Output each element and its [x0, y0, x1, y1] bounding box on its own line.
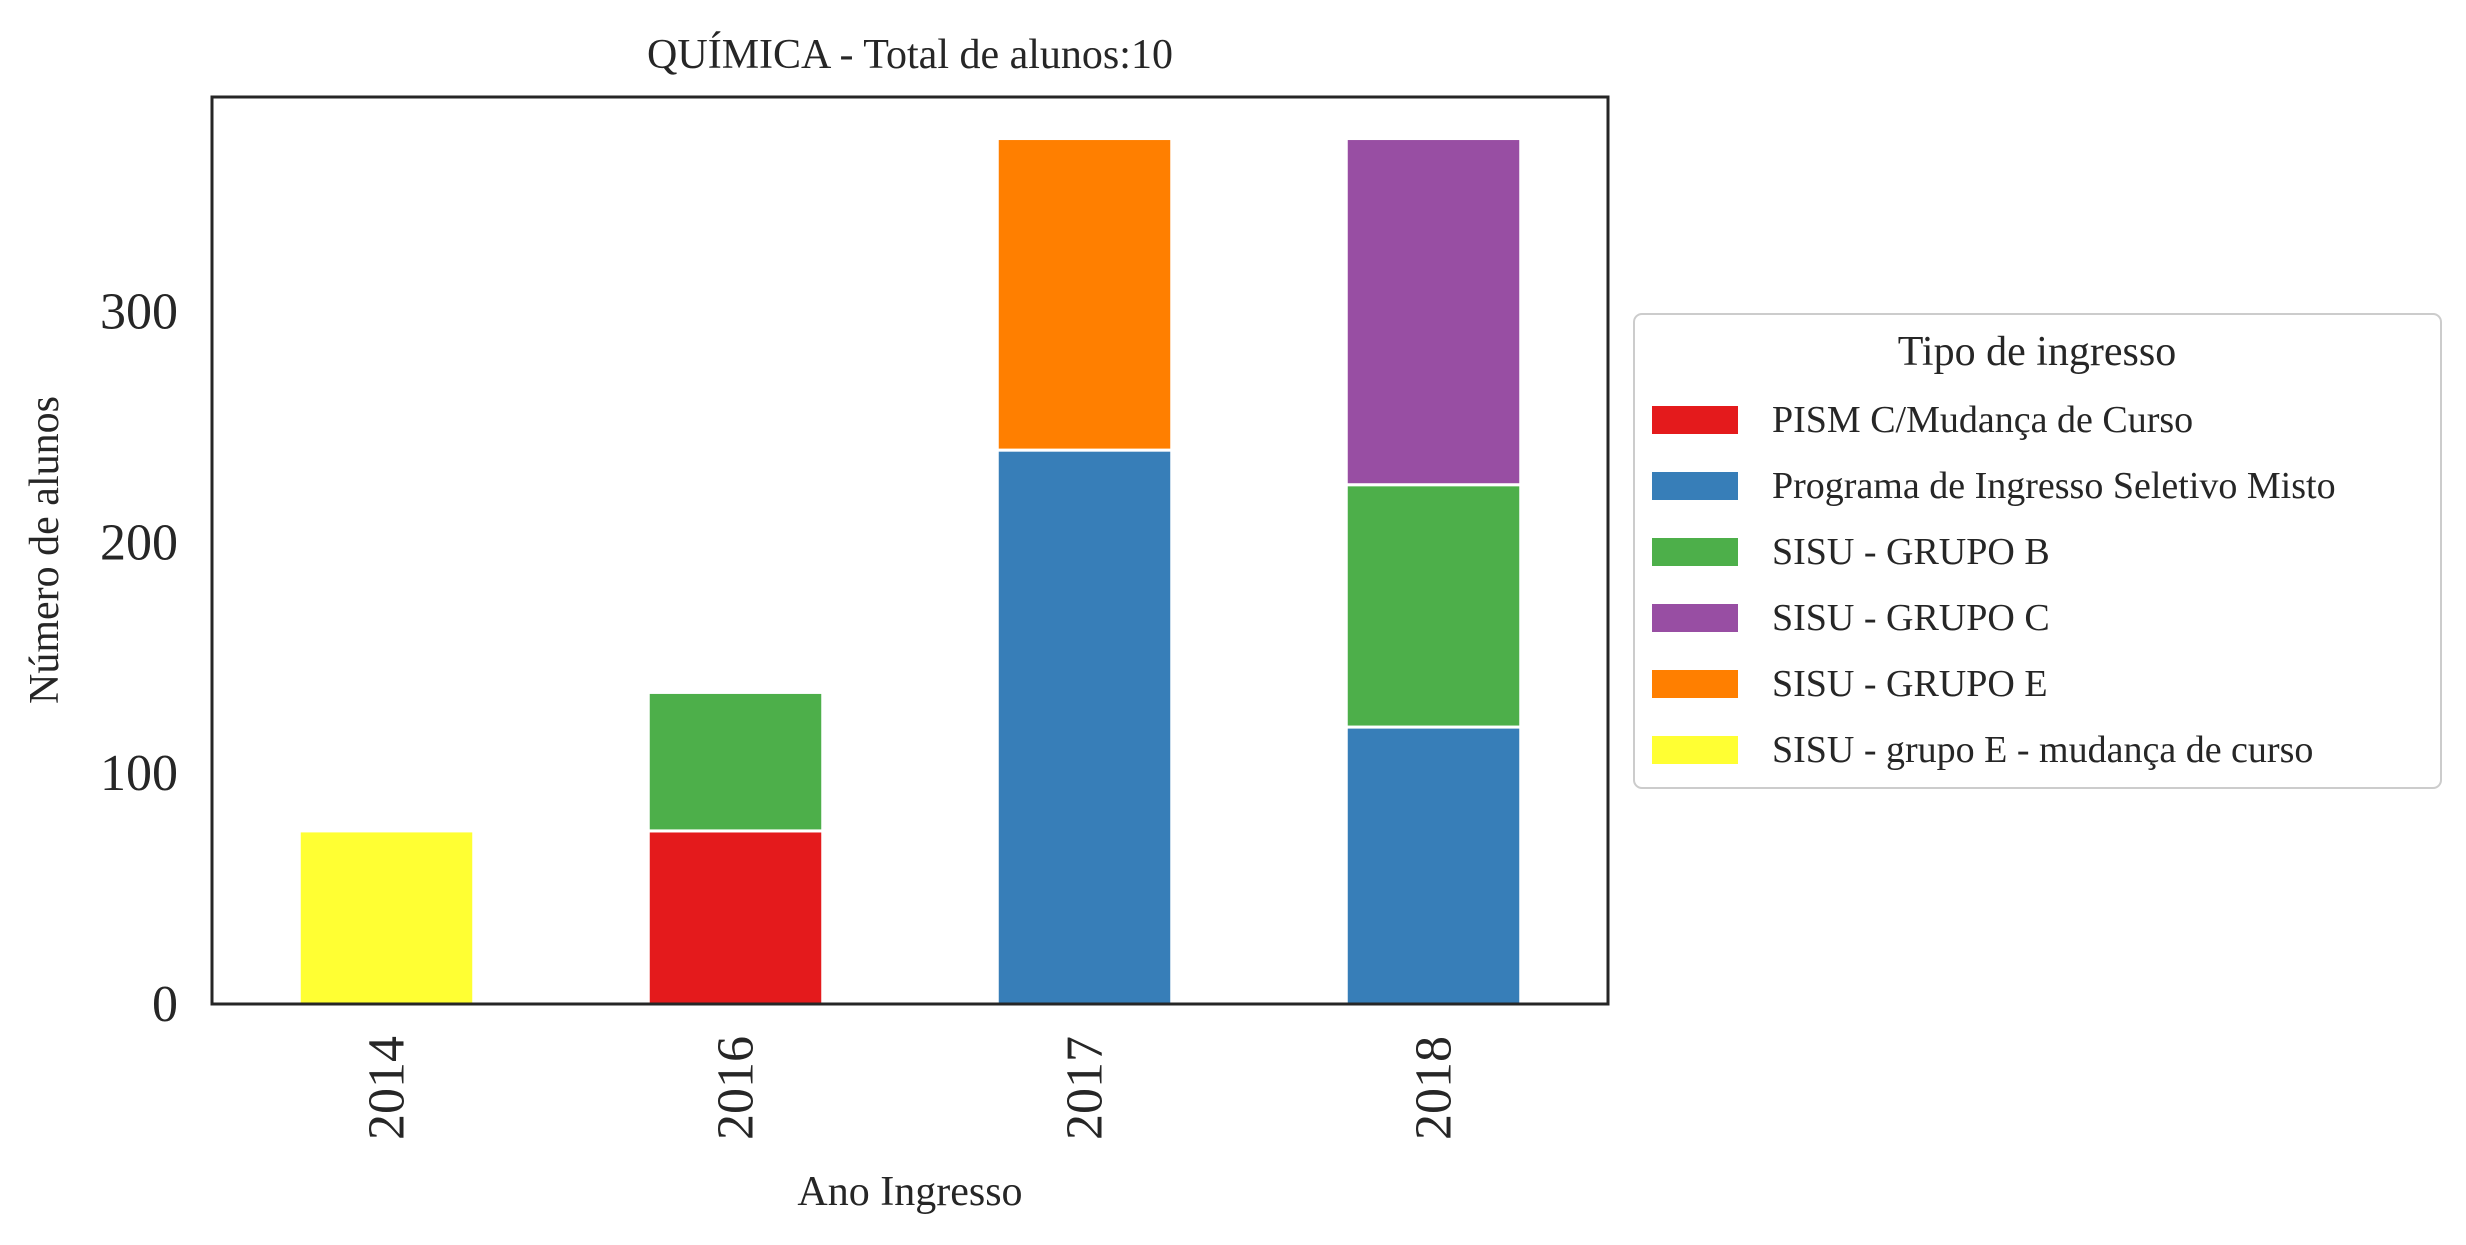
- bar-segment: [646, 829, 825, 1006]
- legend-items: PISM C/Mudança de Curso Programa de Ingre…: [1652, 399, 2336, 771]
- bar-segment: [297, 829, 476, 1006]
- y-tick-label: 300: [100, 284, 178, 341]
- legend-label: SISU - GRUPO B: [1772, 531, 2050, 573]
- bar-segment: [1344, 725, 1523, 1006]
- y-tick-label: 200: [100, 514, 178, 571]
- x-tick-label: 2016: [708, 1036, 765, 1140]
- x-tick-label: 2017: [1057, 1036, 1114, 1140]
- bar-segment: [1344, 137, 1523, 487]
- legend-label: SISU - grupo E - mudança de curso: [1772, 729, 2313, 771]
- legend-label: SISU - GRUPO C: [1772, 597, 2050, 639]
- legend-label: PISM C/Mudança de Curso: [1772, 399, 2193, 441]
- legend-swatch: [1652, 406, 1738, 434]
- chart-title: QUÍMICA - Total de alunos:10: [647, 31, 1173, 78]
- legend-swatch: [1652, 670, 1738, 698]
- legend-swatch: [1652, 538, 1738, 566]
- legend-label: Programa de Ingresso Seletivo Misto: [1772, 465, 2336, 507]
- legend: Tipo de ingresso PISM C/Mudança de Curso…: [1633, 313, 2442, 789]
- y-axis-label: Número de alunos: [22, 396, 68, 704]
- legend-swatch: [1652, 604, 1738, 632]
- bar-segment: [1344, 483, 1523, 729]
- plot-area: [297, 137, 1523, 1006]
- bar-segment: [646, 690, 825, 833]
- bar-segment: [995, 448, 1174, 1006]
- legend-title: Tipo de ingresso: [1898, 329, 2176, 375]
- plot-frame: [210, 95, 1610, 1006]
- y-tick-label: 100: [100, 745, 178, 802]
- legend-swatch: [1652, 472, 1738, 500]
- legend-label: SISU - GRUPO E: [1772, 663, 2048, 705]
- bar-segment: [995, 137, 1174, 452]
- y-tick-label: 0: [152, 976, 178, 1033]
- legend-frame: [1633, 313, 2442, 789]
- x-tick-label: 2018: [1406, 1036, 1463, 1140]
- x-axis: 2014 2016 2017 2018: [359, 1036, 1463, 1140]
- x-tick-label: 2014: [359, 1036, 416, 1140]
- x-axis-label: Ano Ingresso: [797, 1169, 1022, 1215]
- legend-swatch: [1652, 736, 1738, 764]
- y-axis: 0 100 200 300: [100, 284, 178, 1033]
